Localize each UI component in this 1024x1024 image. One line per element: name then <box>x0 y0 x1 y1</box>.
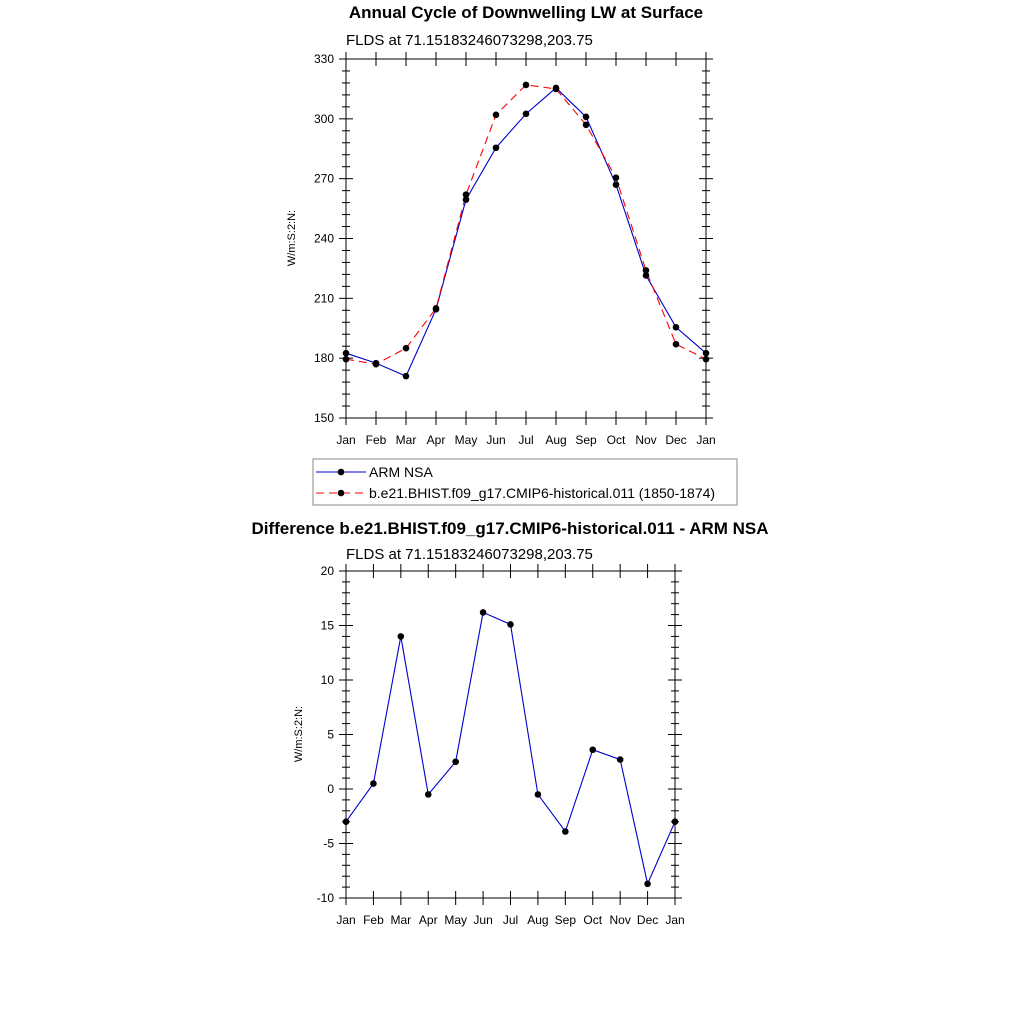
chart2-series-0-point <box>342 818 350 825</box>
chart2-xtick-label: Sep <box>555 913 577 927</box>
chart2-series-0-point <box>424 791 432 798</box>
chart1-xtick-label: Mar <box>396 433 417 447</box>
chart2-series-0-point <box>616 756 624 763</box>
chart2-plot: -10 -5 0 5 10 15 20 Jan Feb Mar Apr May Jun Jul Aug Sep… <box>317 564 685 927</box>
chart1-xtick-label: Sep <box>575 433 597 447</box>
chart1-ytick-label: 330 <box>314 52 334 66</box>
chart2-subtitle: FLDS at 71.15183246073298,203.75 <box>346 546 593 563</box>
chart1-series-1-point <box>492 111 500 119</box>
chart1-xtick-label: May <box>455 433 478 447</box>
chart2-xtick-label: Nov <box>609 913 630 927</box>
chart1-xtick-label: Jan <box>336 433 355 447</box>
chart2-xtick-label: Jun <box>473 913 492 927</box>
legend-marker-arm-nsa <box>337 468 345 476</box>
chart1-series-1-point <box>522 81 530 89</box>
chart1-xtick-label: Feb <box>366 433 387 447</box>
chart1-series-0-point <box>582 113 590 121</box>
chart1-xtick-label: Aug <box>545 433 566 447</box>
chart2-ytick-label: -5 <box>323 837 334 851</box>
chart1-ytick-label: 210 <box>314 291 334 305</box>
chart2-ytick-label: 20 <box>321 564 335 578</box>
chart1-series-0-point <box>522 110 530 118</box>
chart1-subtitle: FLDS at 71.15183246073298,203.75 <box>346 32 593 49</box>
chart1-xtick-label: Apr <box>427 433 446 447</box>
chart1-series-1-point <box>582 121 590 129</box>
chart2-series-0-point <box>370 780 377 787</box>
chart2-xtick-label: Apr <box>419 913 438 927</box>
chart2-xtick-label: May <box>444 913 467 927</box>
legend-label-arm-nsa: ARM NSA <box>369 464 433 480</box>
chart1-series-1-point <box>702 355 710 363</box>
chart1-series-0-point <box>672 323 680 331</box>
chart2-xtick-label: Jan <box>665 913 684 927</box>
chart1-series-1-point <box>672 340 680 348</box>
chart2-xtick-label: Jan <box>336 913 355 927</box>
chart1-series-1-point <box>642 267 650 274</box>
legend: ARM NSA b.e21.BHIST.f09_g17.CMIP6-histor… <box>312 458 738 506</box>
chart1-series-1-line <box>345 84 707 365</box>
chart1-series-0-point <box>492 144 500 152</box>
chart1-series-1-point <box>552 85 560 93</box>
chart1-xtick-label: Oct <box>607 433 626 447</box>
chart2-xtick-label: Aug <box>527 913 548 927</box>
chart1-xtick-label: Jan <box>696 433 715 447</box>
chart2-series-0-point <box>671 818 679 825</box>
chart1-plot: 150 180 210 240 270 300 330 Jan Feb Mar Apr May Jun J… <box>314 52 716 447</box>
chart1-xtick-label: Jun <box>486 433 505 447</box>
chart2-ytick-label: 15 <box>321 619 335 633</box>
legend-label-model: b.e21.BHIST.f09_g17.CMIP6-historical.011… <box>369 485 715 501</box>
chart1-title: Annual Cycle of Downwelling LW at Surfac… <box>349 3 703 22</box>
chart2-xtick-label: Dec <box>637 913 658 927</box>
chart2-ytick-label: -10 <box>317 891 335 905</box>
chart2-xtick-label: Oct <box>583 913 602 927</box>
chart1-series-0-point <box>342 349 350 357</box>
legend-marker-model <box>337 489 345 497</box>
chart1-series-1-point <box>372 360 380 368</box>
chart2-title: Difference b.e21.BHIST.f09_g17.CMIP6-his… <box>251 519 768 538</box>
chart2-ytick-label: 0 <box>327 782 334 796</box>
chart1-xtick-label: Nov <box>635 433 656 447</box>
chart1-series-1-point <box>432 305 440 312</box>
chart1-series-0-point <box>642 272 650 279</box>
chart2-series-0-point <box>589 746 597 754</box>
chart2-series-0-line <box>345 611 676 886</box>
chart2-xtick-label: Feb <box>363 913 384 927</box>
chart2-ylabel: W/m:S:2:N: <box>293 706 305 762</box>
chart2-series-0-point <box>397 633 405 640</box>
chart1-series-1-point <box>462 191 470 198</box>
chart2-series-0-point <box>479 609 487 616</box>
chart2-series-0-point <box>644 880 651 888</box>
chart1-ytick-label: 240 <box>314 232 334 246</box>
chart1-ytick-label: 180 <box>314 351 334 365</box>
chart1-ytick-label: 300 <box>314 112 334 126</box>
chart2-series-0-point <box>452 758 459 766</box>
chart1-ytick-label: 150 <box>314 411 334 425</box>
chart2-frame <box>345 570 676 899</box>
chart1-series-1-point <box>402 344 410 352</box>
chart2-ytick-label: 10 <box>321 673 335 687</box>
chart1-series-1-point <box>342 355 350 363</box>
chart2-series-0-point <box>562 828 569 835</box>
chart2-xtick-label: Jul <box>503 913 518 927</box>
chart2-series-0-point <box>534 791 542 798</box>
chart1-ylabel: W/m:S:2:N: <box>286 210 298 266</box>
chart2-ytick-label: 5 <box>327 728 334 742</box>
chart1-series-0-point <box>612 181 620 188</box>
chart1-series-0-point <box>462 196 470 203</box>
chart1-xtick-label: Jul <box>518 433 533 447</box>
chart1-xtick-label: Dec <box>665 433 686 447</box>
chart1-series-0-point <box>402 372 410 380</box>
chart1-ytick-label: 270 <box>314 172 334 186</box>
chart2-series-0-point <box>507 621 514 628</box>
chart1-series-0-line <box>345 87 707 377</box>
legend-box <box>312 458 738 506</box>
chart2-xtick-label: Mar <box>390 913 411 927</box>
chart1-series-0-point <box>702 349 710 357</box>
chart1-series-1-point <box>612 174 620 181</box>
